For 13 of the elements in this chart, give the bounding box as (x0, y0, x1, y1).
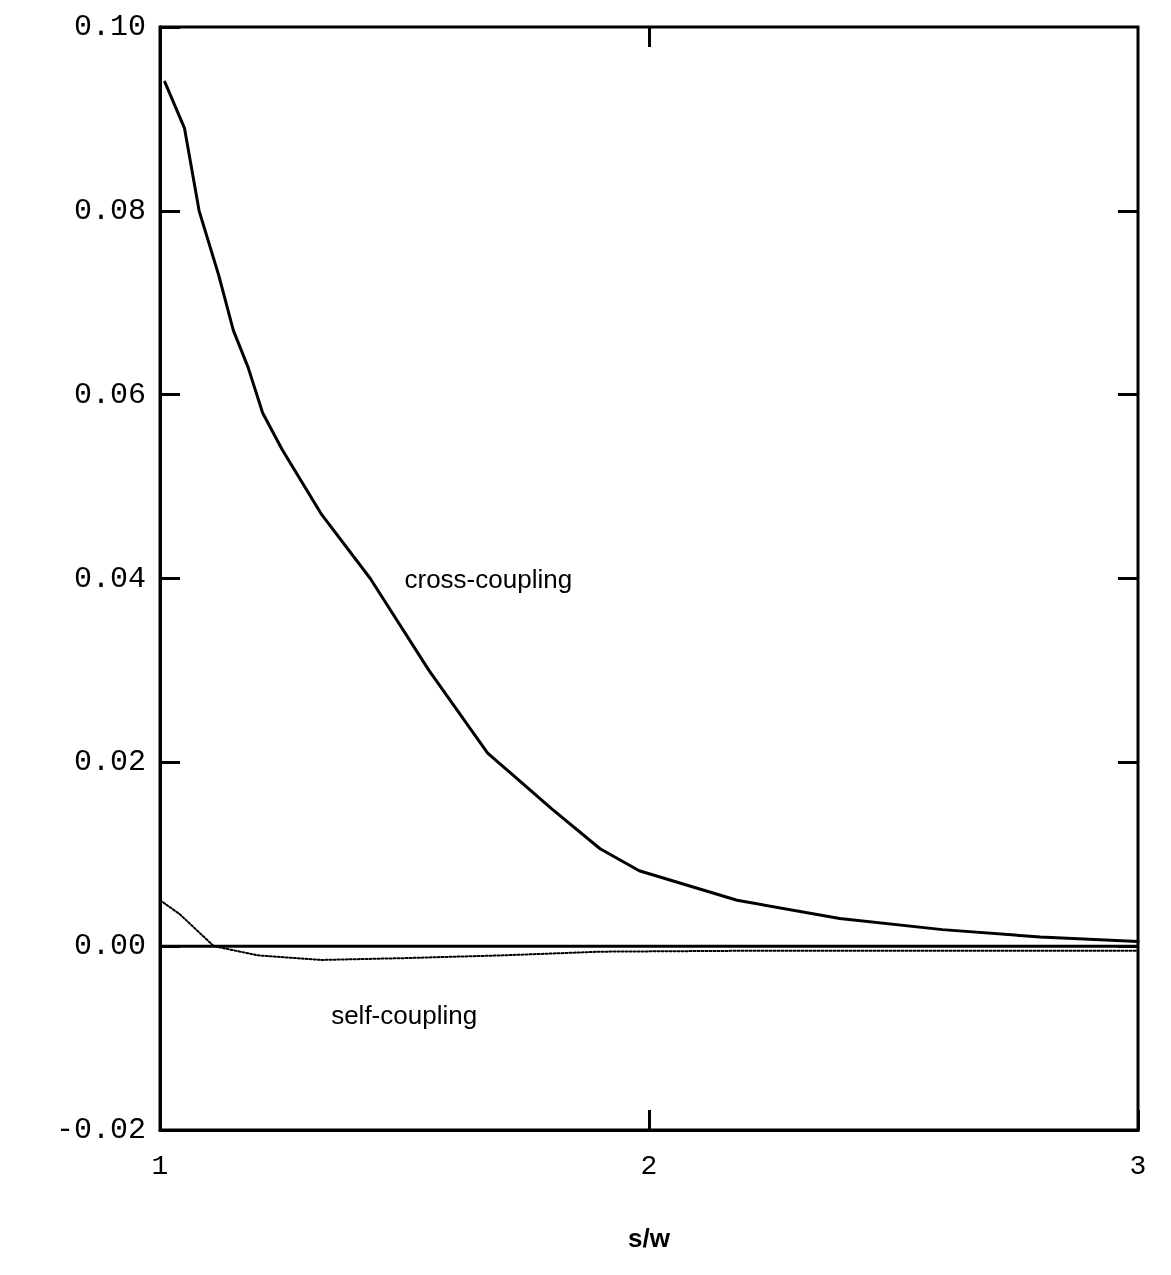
series-label: cross-coupling (404, 563, 573, 594)
x-tick-label: 3 (1129, 1150, 1147, 1182)
y-tick-label: 0.04 (73, 561, 146, 596)
x-tick-label: 2 (640, 1150, 658, 1182)
y-tick-label: 0.06 (73, 377, 146, 412)
y-tick-label: 0.08 (73, 193, 146, 228)
series-label: self-coupling (331, 1000, 478, 1031)
y-tick-label: 0.00 (73, 929, 146, 964)
y-tick-label: 0.10 (73, 10, 146, 44)
x-tick-label: 1 (151, 1150, 169, 1182)
x-axis-title: s/w (628, 1223, 671, 1253)
y-tick-label: -0.02 (55, 1113, 146, 1147)
y-tick-label: 0.02 (73, 745, 146, 780)
